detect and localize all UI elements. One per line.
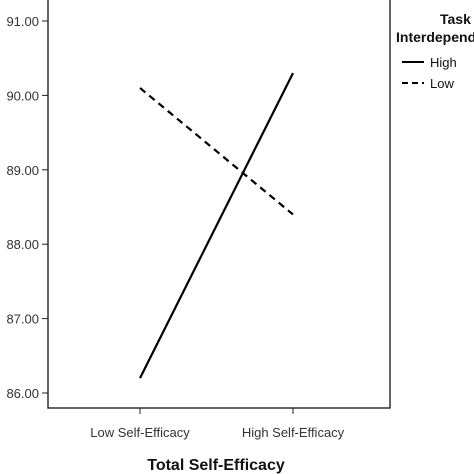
y-tick-label: 89.00 bbox=[6, 163, 39, 178]
y-tick-label: 87.00 bbox=[6, 312, 39, 327]
x-tick-label: High Self-Efficacy bbox=[242, 425, 345, 440]
y-tick-label: 90.00 bbox=[6, 88, 39, 103]
series-line-high bbox=[139, 72, 294, 379]
x-axis: Low Self-Efficacy High Self-Efficacy bbox=[90, 408, 345, 440]
y-axis: 86.00 87.00 88.00 89.00 90.00 91.00 bbox=[6, 14, 48, 401]
legend: Task Interdependence High Low bbox=[396, 11, 474, 91]
plot-frame bbox=[47, 0, 391, 409]
series-line-low bbox=[139, 87, 294, 216]
y-tick-label: 86.00 bbox=[6, 386, 39, 401]
x-axis-title: Total Self-Efficacy bbox=[147, 457, 285, 474]
legend-title-line-2: Interdependence bbox=[396, 29, 474, 45]
legend-label-low: Low bbox=[430, 76, 454, 91]
legend-title-line-1: Task bbox=[440, 11, 471, 27]
x-tick-label: Low Self-Efficacy bbox=[90, 425, 190, 440]
y-tick-label: 91.00 bbox=[6, 14, 39, 29]
legend-label-high: High bbox=[430, 55, 457, 70]
series-layer bbox=[139, 72, 294, 379]
y-tick-label: 88.00 bbox=[6, 237, 39, 252]
